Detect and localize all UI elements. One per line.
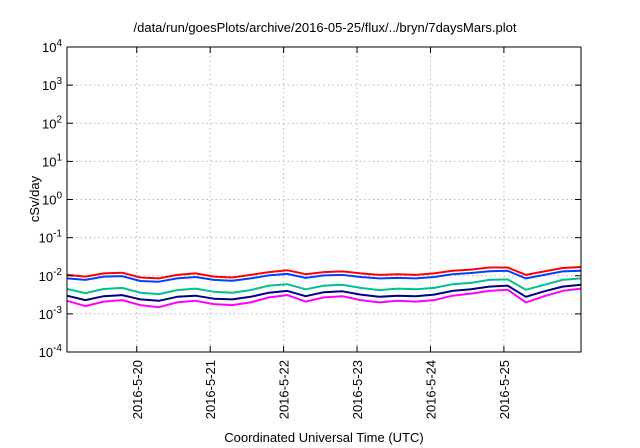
y-tick-label: 104 xyxy=(42,38,62,55)
y-axis-ticks: 10-4 10-3 10-2 10-1 100 101 102 103 104 xyxy=(39,38,581,360)
chart-title: /data/run/goesPlots/archive/2016-05-25/f… xyxy=(134,20,517,35)
x-tick-label: 2016-5-21 xyxy=(203,360,218,419)
series-line-1 xyxy=(66,266,582,280)
y-tick-label: 101 xyxy=(42,152,62,169)
y-tick-label: 103 xyxy=(42,76,62,93)
x-tick-label: 2016-5-20 xyxy=(130,360,145,419)
series-group xyxy=(66,266,582,309)
series-line-4 xyxy=(66,283,582,302)
y-tick-label: 100 xyxy=(42,191,62,208)
x-tick-label: 2016-5-22 xyxy=(277,360,292,419)
y-tick-label: 10-1 xyxy=(39,229,63,246)
x-tick-label: 2016-5-23 xyxy=(350,360,365,419)
y-tick-label: 10-3 xyxy=(39,305,63,322)
y-tick-label: 102 xyxy=(42,114,62,131)
series-line-3 xyxy=(66,277,582,296)
x-tick-label: 2016-5-24 xyxy=(423,360,438,419)
x-axis-ticks: 2016-5-20 2016-5-21 2016-5-22 2016-5-23 2016… xyxy=(130,47,512,419)
x-tick-label: 2016-5-25 xyxy=(497,360,512,419)
y-tick-label: 10-4 xyxy=(39,343,63,360)
series-line-5 xyxy=(66,287,582,309)
y-tick-label: 10-2 xyxy=(39,267,63,284)
grid-lines xyxy=(67,47,581,352)
y-axis-label: cSv/day xyxy=(27,175,42,222)
series-line-2 xyxy=(66,269,582,283)
x-axis-label: Coordinated Universal Time (UTC) xyxy=(224,430,423,445)
